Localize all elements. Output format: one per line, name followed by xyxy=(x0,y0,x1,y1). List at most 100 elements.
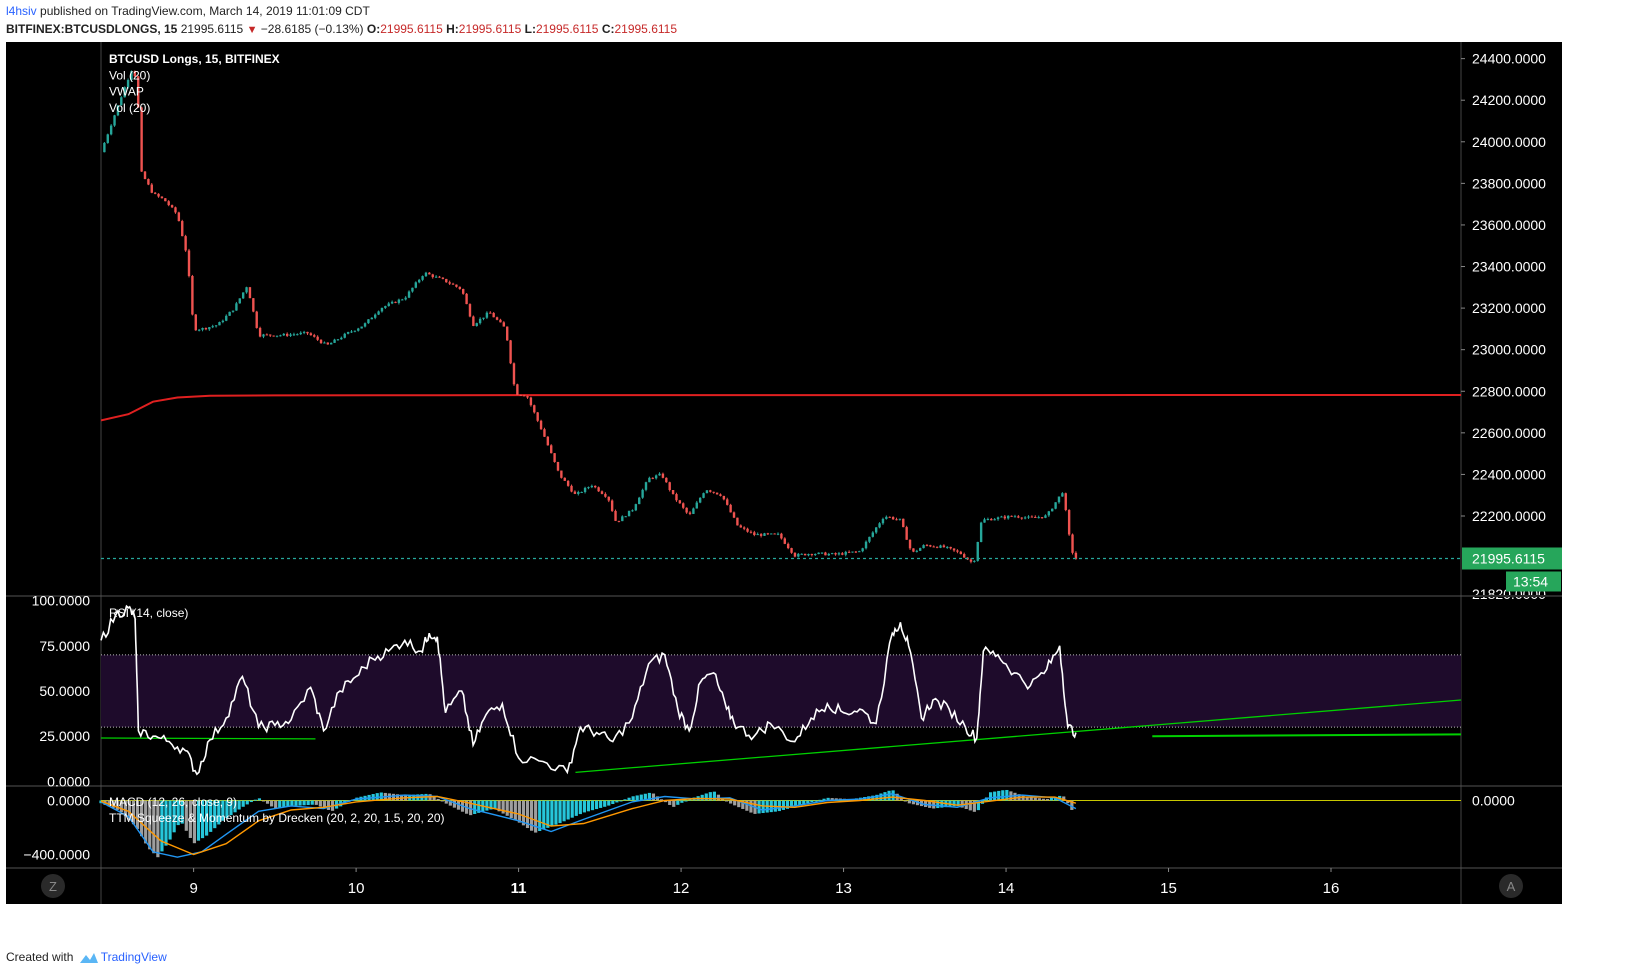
candle-body xyxy=(712,491,715,493)
candle-body xyxy=(357,328,360,331)
candle-body xyxy=(1007,515,1010,519)
candle-body xyxy=(895,519,898,521)
candle-body xyxy=(827,553,830,556)
candle-body xyxy=(570,485,573,492)
candle-body xyxy=(773,533,776,535)
candle-body xyxy=(746,528,749,532)
candle-body xyxy=(187,250,191,276)
candle-body xyxy=(709,490,712,492)
candle-body xyxy=(1040,517,1044,519)
price-axis-label: 24000.0000 xyxy=(1472,134,1546,150)
candle-body xyxy=(143,171,147,180)
candle-body xyxy=(441,277,445,279)
macd-histogram-bar xyxy=(249,800,253,803)
macd-histogram-bar xyxy=(534,800,538,833)
macd-histogram-bar xyxy=(968,800,972,811)
candle-body xyxy=(221,320,225,323)
macd-signal-line xyxy=(100,795,1077,856)
candle-body xyxy=(654,475,658,479)
last-price-text: 21995.6115 xyxy=(180,22,244,36)
candle-body xyxy=(908,539,912,549)
candle-body xyxy=(776,533,780,535)
rsi-legend: RSI (14, close) xyxy=(109,606,188,620)
candle-body xyxy=(556,461,560,471)
macd-histogram-bar xyxy=(887,790,891,801)
published-text: published on TradingView.com, March 14, … xyxy=(40,4,370,18)
macd-histogram-bar xyxy=(582,800,586,813)
candle-body xyxy=(181,221,184,237)
candle-body xyxy=(468,304,472,317)
price-axis-label: 22800.0000 xyxy=(1472,383,1546,399)
macd-histogram-bar xyxy=(891,790,895,801)
candle-body xyxy=(847,551,851,553)
candle-body xyxy=(638,497,641,505)
candle-body xyxy=(333,339,336,343)
candle-body xyxy=(340,337,343,340)
candle-body xyxy=(455,284,458,287)
macd-histogram-bar xyxy=(168,800,172,840)
macd-histogram-bar xyxy=(205,800,209,836)
macd-histogram-bar xyxy=(164,800,168,846)
candle-body xyxy=(891,517,895,520)
price-axis-label: 23000.0000 xyxy=(1472,342,1546,358)
macd-histogram-bar xyxy=(903,800,907,802)
time-axis-label: 11 xyxy=(511,880,527,897)
macd-histogram-bar xyxy=(599,800,603,808)
candle-body xyxy=(177,212,181,222)
macd-histogram-bar xyxy=(834,798,838,801)
candle-body xyxy=(726,499,729,505)
time-axis-label: 13 xyxy=(835,880,852,897)
macd-histogram-bar xyxy=(529,800,534,831)
candle-body xyxy=(1064,493,1067,511)
zoom-right-button[interactable] xyxy=(1499,874,1523,898)
macd-histogram-bar xyxy=(265,800,270,804)
macd-histogram-bar xyxy=(712,791,716,801)
macd-histogram-bar xyxy=(196,800,201,841)
candle-body xyxy=(211,326,214,328)
macd-histogram-bar xyxy=(578,800,582,815)
candle-body xyxy=(241,292,245,299)
candle-body xyxy=(384,306,387,308)
macd-histogram-bar xyxy=(192,800,197,844)
candle-body xyxy=(1020,517,1023,519)
candle-body xyxy=(174,207,177,213)
candle-body xyxy=(255,311,258,328)
tradingview-brand-link[interactable]: TradingView xyxy=(100,950,167,964)
candle-body xyxy=(1074,552,1078,559)
candle-body xyxy=(252,298,255,312)
zoom-left-button[interactable] xyxy=(41,874,65,898)
candle-body xyxy=(722,495,726,500)
candle-body xyxy=(296,334,299,336)
macd-histogram-bar xyxy=(156,800,160,858)
candle-body xyxy=(753,532,756,536)
candle-body xyxy=(644,482,648,490)
candle-body xyxy=(621,516,624,522)
candle-body xyxy=(1013,516,1017,518)
macd-histogram-bar xyxy=(209,800,213,832)
rsi-line xyxy=(100,604,1077,776)
author-link[interactable]: l4hsiv xyxy=(6,4,37,18)
time-axis-label: 9 xyxy=(189,880,197,897)
macd-histogram-bar xyxy=(570,800,574,818)
candle-body xyxy=(624,516,627,518)
candle-body xyxy=(279,335,282,337)
candle-body xyxy=(834,553,837,555)
candle-body xyxy=(912,548,915,552)
macd-histogram-bar xyxy=(432,796,436,801)
macd-histogram-bar xyxy=(172,800,176,833)
macd-histogram-bar xyxy=(525,800,530,829)
candle-body xyxy=(651,477,654,479)
macd-histogram-bar xyxy=(651,793,656,801)
macd-histogram-bar xyxy=(932,800,936,809)
candle-body xyxy=(830,553,834,555)
macd-histogram-bar xyxy=(241,800,245,807)
macd-histogram-bar xyxy=(619,800,623,802)
time-axis-label: 12 xyxy=(673,880,690,897)
candle-body xyxy=(116,105,120,116)
candle-body xyxy=(153,192,157,194)
rsi-axis-label: 0.0000 xyxy=(47,773,90,789)
candle-body xyxy=(451,283,455,285)
macd-histogram-bar xyxy=(160,800,164,852)
macd-legend-item: MACD (12, 26, close, 9) xyxy=(109,795,237,809)
